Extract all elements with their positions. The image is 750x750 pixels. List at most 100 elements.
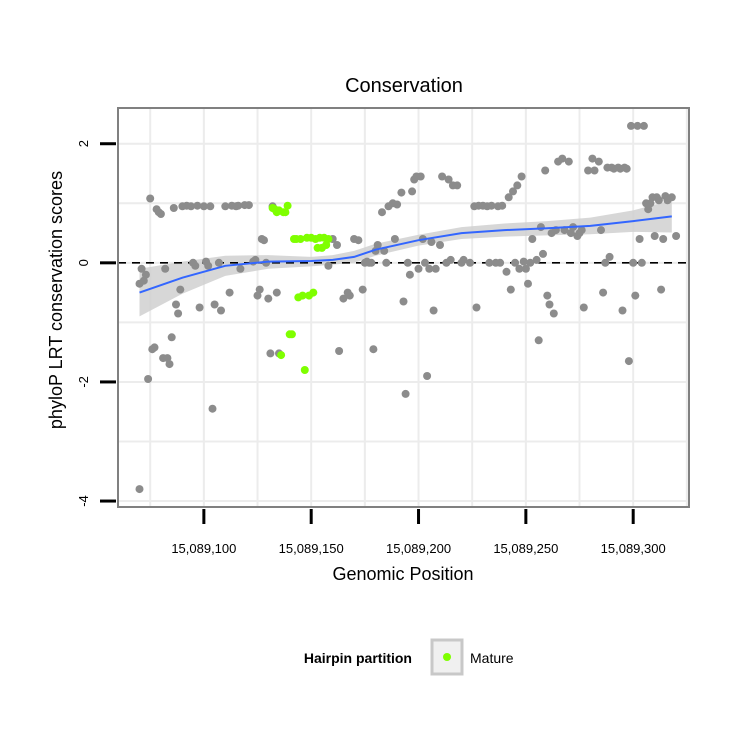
other-point — [195, 303, 204, 312]
other-point — [399, 297, 408, 306]
other-point — [526, 258, 535, 267]
other-point — [564, 157, 573, 166]
mature-point — [287, 330, 296, 339]
other-point — [172, 300, 180, 309]
x-axis-label: Genomic Position — [332, 564, 473, 584]
mature-point — [309, 288, 318, 297]
other-point — [174, 309, 183, 318]
other-point — [502, 267, 511, 276]
other-point — [225, 288, 234, 297]
other-point — [506, 285, 515, 294]
other-point — [161, 264, 170, 273]
mature-point — [283, 201, 292, 210]
other-point — [549, 309, 558, 318]
other-point — [367, 258, 376, 267]
other-point — [429, 306, 438, 315]
x-tick-label: 15,089,200 — [386, 541, 451, 556]
other-point — [414, 264, 423, 273]
other-point — [208, 404, 217, 413]
other-point — [639, 121, 648, 130]
x-axis: 15,089,100 15,089,150 15,089,200 15,089,250… — [171, 509, 666, 556]
mature-point — [281, 208, 290, 217]
other-point — [141, 270, 150, 279]
other-point — [378, 208, 386, 217]
other-point — [382, 258, 391, 267]
smooth-line-path — [139, 215, 672, 294]
y-tick-label: 2 — [76, 140, 91, 147]
y-tick-label: -2 — [76, 376, 91, 388]
other-point — [472, 303, 481, 312]
other-point — [631, 291, 640, 300]
y-tick-label: -4 — [76, 495, 91, 507]
other-point — [545, 300, 554, 309]
other-point — [646, 199, 655, 208]
other-point — [528, 235, 537, 243]
other-point — [633, 121, 642, 130]
other-point — [444, 175, 453, 184]
other-point — [543, 291, 552, 300]
other-point — [416, 172, 425, 181]
other-point — [629, 258, 638, 267]
other-point — [358, 285, 367, 294]
other-point — [521, 264, 530, 273]
other-point — [345, 291, 354, 300]
other-point — [509, 187, 517, 196]
other-point — [339, 294, 348, 303]
other-point — [156, 210, 165, 218]
other-point — [536, 223, 545, 232]
other-point — [260, 236, 268, 245]
other-point — [199, 202, 208, 211]
other-point — [558, 154, 567, 163]
other-point — [217, 306, 225, 315]
other-point — [541, 166, 550, 175]
other-point — [487, 201, 496, 210]
other-point — [431, 264, 440, 273]
legend: Hairpin partition Mature — [304, 638, 514, 676]
other-point — [597, 226, 605, 235]
other-point — [504, 193, 513, 202]
other-point — [167, 333, 176, 342]
other-point — [397, 188, 406, 197]
other-point — [354, 236, 363, 245]
smooth-trend-line — [139, 215, 672, 294]
other-point — [206, 202, 215, 211]
y-axis: -4 -2 0 2 — [76, 140, 116, 507]
other-point — [373, 241, 382, 249]
other-point — [214, 258, 223, 267]
mature-point — [300, 366, 309, 374]
other-point — [191, 261, 200, 270]
other-point — [627, 121, 635, 130]
grid — [118, 108, 689, 507]
other-point — [266, 349, 275, 358]
y-axis-label: phyloP LRT conservation scores — [46, 171, 66, 429]
other-point — [498, 201, 507, 210]
other-point — [657, 285, 666, 294]
data-points — [135, 121, 681, 494]
other-point — [511, 258, 520, 267]
other-point — [485, 258, 494, 267]
mature-point — [324, 235, 333, 243]
other-point — [496, 258, 505, 267]
other-point — [532, 255, 541, 264]
other-point — [579, 303, 588, 312]
other-point — [193, 201, 202, 210]
other-point — [236, 264, 245, 273]
other-point — [577, 226, 586, 235]
other-point — [401, 389, 410, 398]
legend-key-mature-dot — [443, 653, 451, 661]
other-point — [169, 204, 178, 212]
other-point — [524, 279, 532, 288]
other-point — [534, 336, 543, 345]
other-point — [654, 196, 663, 205]
other-point — [421, 258, 429, 267]
other-point — [594, 157, 603, 166]
other-point — [150, 343, 159, 352]
y-tick-label: 0 — [76, 259, 91, 266]
other-point — [324, 261, 333, 270]
mature-point — [277, 351, 286, 360]
other-point — [637, 258, 646, 267]
other-point — [438, 172, 447, 181]
other-point — [446, 255, 455, 264]
other-point — [453, 181, 462, 190]
other-point — [139, 276, 148, 285]
